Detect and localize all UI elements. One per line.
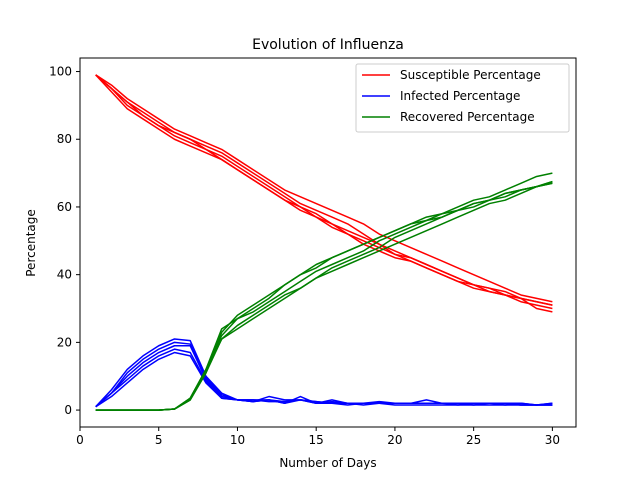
y-tick-label: 20 xyxy=(57,335,72,349)
axes-frame xyxy=(79,57,577,428)
chart-title: Evolution of Influenza xyxy=(252,37,404,53)
y-tick-label: 100 xyxy=(49,65,72,79)
x-tick-label: 20 xyxy=(387,433,402,447)
y-tick-label: 60 xyxy=(57,200,72,214)
series-line-2-run-4 xyxy=(95,182,553,411)
plot-area xyxy=(79,57,577,428)
legend: Susceptible Percentage Infected Percentag… xyxy=(355,63,570,133)
series-line-0-run-4 xyxy=(95,74,553,306)
x-tick-label: 5 xyxy=(155,433,163,447)
legend-label: Infected Percentage xyxy=(400,89,520,103)
x-tick-label: 25 xyxy=(466,433,481,447)
series-line-1-run-4 xyxy=(95,341,553,408)
legend-label: Susceptible Percentage xyxy=(400,68,541,82)
x-axis-label: Number of Days xyxy=(279,456,376,470)
x-axis-ticks: 0 5 10 15 20 25 30 xyxy=(76,427,560,447)
legend-box xyxy=(355,63,570,133)
series-recovered-percentage xyxy=(95,172,553,411)
y-axis-label: Percentage xyxy=(24,209,38,277)
y-tick-label: 40 xyxy=(57,268,72,282)
series-infected-percentage xyxy=(95,338,553,408)
x-tick-label: 30 xyxy=(545,433,560,447)
x-tick-label: 0 xyxy=(76,433,84,447)
y-tick-label: 80 xyxy=(57,132,72,146)
legend-label: Recovered Percentage xyxy=(400,110,535,124)
series-line-0-run-2 xyxy=(95,74,553,303)
series-susceptible-percentage xyxy=(95,74,553,313)
y-axis-ticks: 0 20 40 60 80 100 xyxy=(49,65,80,417)
x-tick-label: 10 xyxy=(230,433,245,447)
y-tick-label: 0 xyxy=(64,403,72,417)
x-tick-label: 15 xyxy=(309,433,324,447)
